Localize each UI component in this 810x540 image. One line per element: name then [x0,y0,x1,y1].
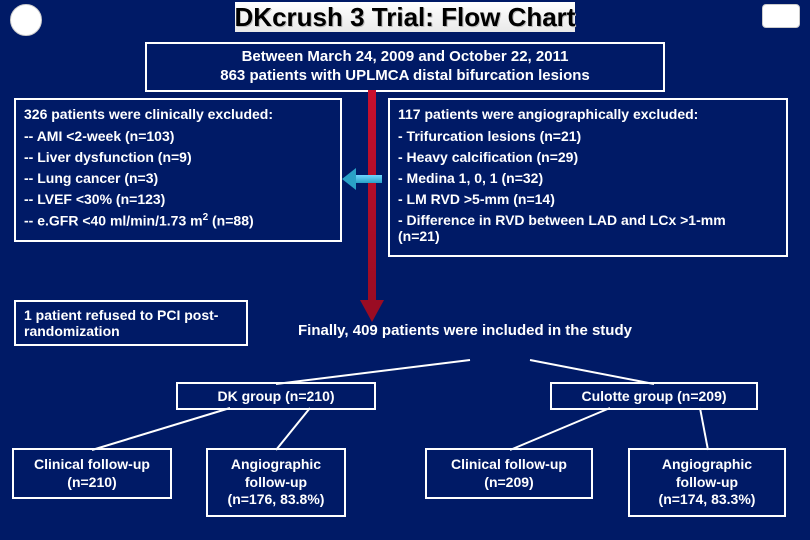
clin-excl-item: -- AMI <2-week (n=103) [24,128,332,144]
fu-line: Angiographic [214,456,338,474]
egfr-suffix: (n=88) [208,213,254,229]
clin-excl-item: -- LVEF <30% (n=123) [24,191,332,207]
dk-angio-fu-box: Angiographic follow-up (n=176, 83.8%) [206,448,346,517]
clinical-exclusions-box: 326 patients were clinically excluded: -… [14,98,342,242]
fu-line: follow-up [214,474,338,492]
title-text: DKcrush 3 Trial: Flow Chart [235,2,576,32]
angio-excl-item: - Heavy calcification (n=29) [398,149,778,165]
dk-group-box: DK group (n=210) [176,382,376,410]
fu-line: (n=176, 83.8%) [214,491,338,509]
fu-line: Clinical follow-up [433,456,585,474]
angio-excl-item: - Difference in RVD between LAD and LCx … [398,212,768,244]
angio-excl-item: - Trifurcation lesions (n=21) [398,128,778,144]
angio-exclusions-box: 117 patients were angiographically exclu… [388,98,788,257]
egfr-prefix: -- e.GFR <40 ml/min/1.73 m [24,213,203,229]
cl-angio-fu-box: Angiographic follow-up (n=174, 83.3%) [628,448,786,517]
clin-excl-item: -- Liver dysfunction (n=9) [24,149,332,165]
left-arrow-cyan [342,168,382,190]
clin-excl-item: -- Lung cancer (n=3) [24,170,332,186]
fu-line: Clinical follow-up [20,456,164,474]
refusal-box: 1 patient refused to PCI post- randomiza… [14,300,248,346]
refuse-line-1: 1 patient refused to PCI post- [24,307,238,323]
intro-line-2: 863 patients with UPLMCA distal bifurcat… [155,67,655,86]
fu-line: (n=210) [20,474,164,492]
fu-line: (n=209) [433,474,585,492]
fu-line: Angiographic [636,456,778,474]
cl-clinical-fu-box: Clinical follow-up (n=209) [425,448,593,499]
intro-box: Between March 24, 2009 and October 22, 2… [145,42,665,92]
slide: { "title": "DKcrush 3 Trial: Flow Chart"… [0,0,810,540]
refuse-line-2: randomization [24,323,238,339]
angio-excl-item: - Medina 1, 0, 1 (n=32) [398,170,778,186]
clin-excl-item-egfr: -- e.GFR <40 ml/min/1.73 m2 (n=88) [24,212,332,229]
down-arrow-red [362,90,382,322]
dk-clinical-fu-box: Clinical follow-up (n=210) [12,448,172,499]
intro-line-1: Between March 24, 2009 and October 22, 2… [155,48,655,67]
final-inclusion-text: Finally, 409 patients were included in t… [290,318,736,344]
fu-line: (n=174, 83.3%) [636,491,778,509]
fu-line: follow-up [636,474,778,492]
culotte-group-box: Culotte group (n=209) [550,382,758,410]
clinical-exclusions-header: 326 patients were clinically excluded: [24,106,332,122]
slide-title: DKcrush 3 Trial: Flow Chart [0,2,810,33]
angio-exclusions-header: 117 patients were angiographically exclu… [398,106,778,122]
angio-excl-item: - LM RVD >5-mm (n=14) [398,191,778,207]
